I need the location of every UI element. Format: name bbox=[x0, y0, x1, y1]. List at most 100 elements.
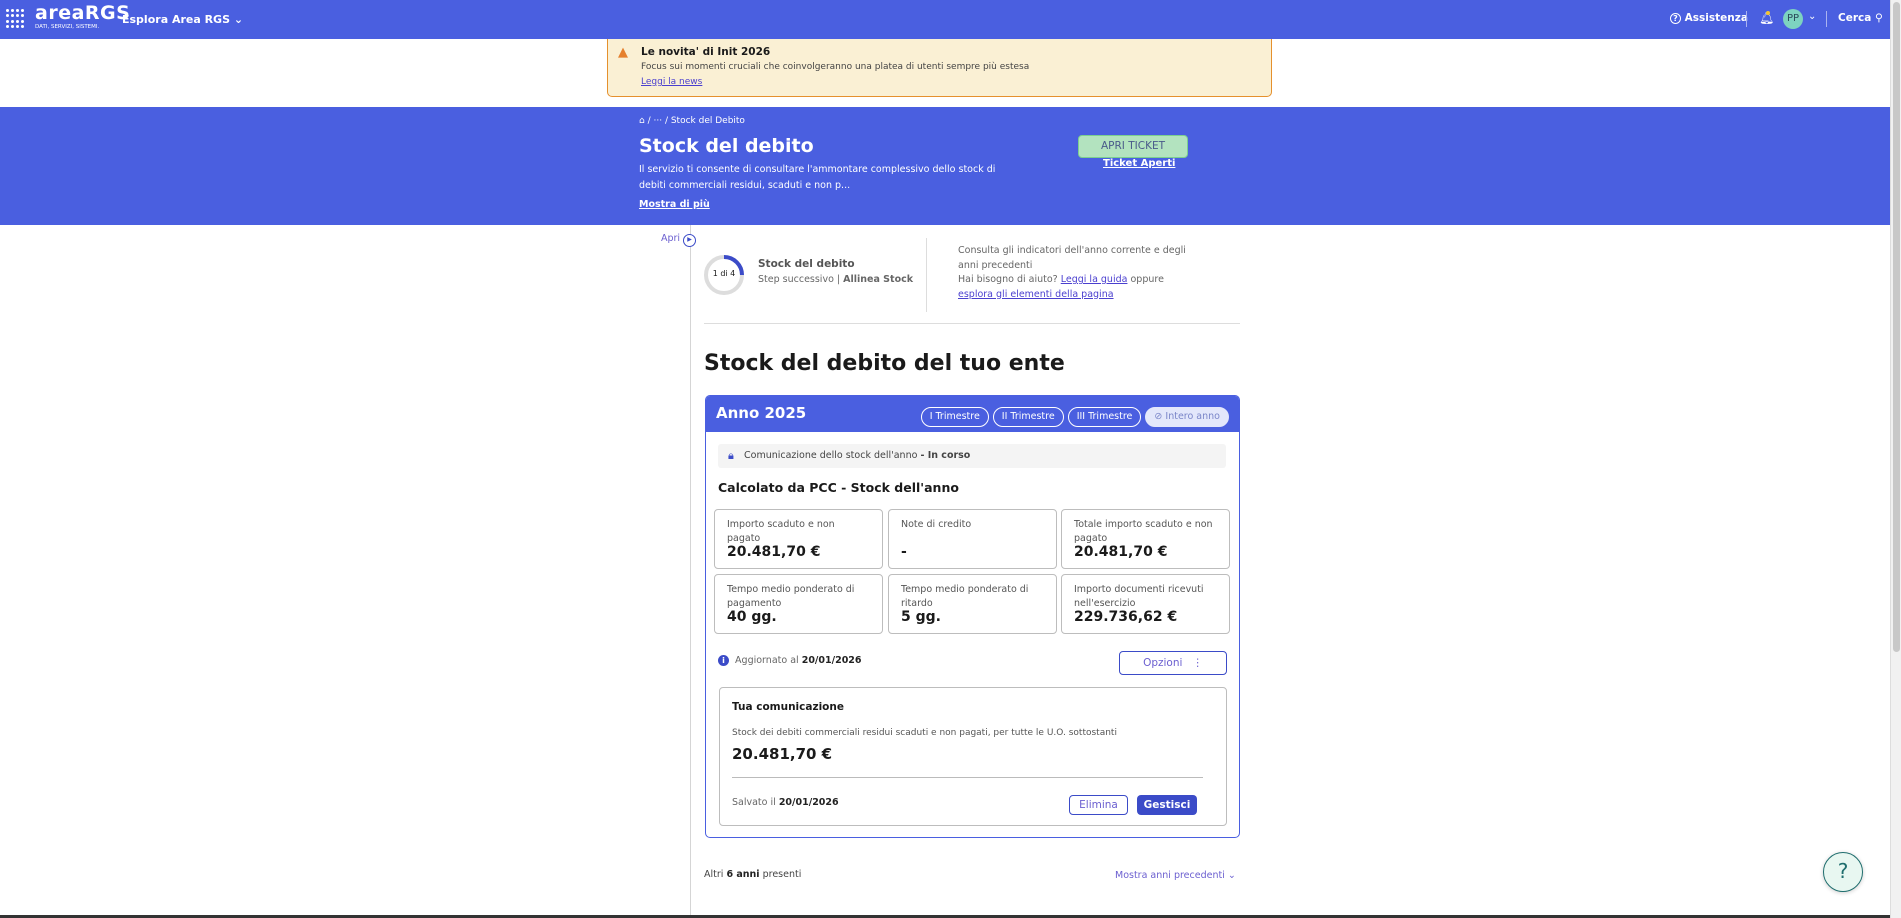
open-sidebar-button[interactable]: Apri ▶ bbox=[661, 233, 697, 247]
banner-text: Focus sui momenti cruciali che coinvolge… bbox=[641, 62, 1030, 72]
metric-tile: Note di credito - bbox=[888, 509, 1057, 569]
next-step: Step successivo | Allinea Stock bbox=[758, 274, 913, 285]
home-icon[interactable]: ⌂ bbox=[639, 116, 645, 126]
divider bbox=[732, 777, 1203, 778]
year-title: Anno 2025 bbox=[716, 404, 807, 422]
assistance-link[interactable]: ? Assistenza bbox=[1670, 12, 1748, 24]
communication-description: Stock dei debiti commerciali residui sca… bbox=[732, 728, 1117, 738]
sidebar-divider bbox=[690, 225, 691, 915]
page-hero: ⌂ / ··· / Stock del Debito Stock del deb… bbox=[0, 107, 1890, 225]
options-button[interactable]: Opzioni ⋮ bbox=[1119, 651, 1227, 675]
logo-tagline: DATI, SERVIZI, SISTEMI. bbox=[35, 24, 100, 30]
step-progress-label: 1 di 4 bbox=[712, 269, 736, 278]
chevron-down-icon[interactable]: ⌄ bbox=[1808, 11, 1817, 22]
metric-label: Importo scaduto e non pagato bbox=[727, 519, 835, 544]
search-button[interactable]: Cerca ⚲ bbox=[1838, 12, 1883, 24]
year-card: Anno 2025 I Trimestre II Trimestre III Tri… bbox=[705, 395, 1240, 838]
saved-label: Salvato il bbox=[732, 797, 776, 808]
tab-q1[interactable]: I Trimestre bbox=[920, 407, 989, 427]
metric-tile: Tempo medio ponderato di pagamento 40 gg. bbox=[714, 574, 883, 634]
help-text-block: Consulta gli indicatori dell'anno corren… bbox=[958, 244, 1188, 302]
manage-button[interactable]: Gestisci bbox=[1137, 795, 1197, 815]
status-text: Comunicazione dello stock dell'anno bbox=[744, 450, 918, 461]
page-description: Il servizio ti consente di consultare l'… bbox=[639, 164, 996, 191]
explore-elements-link[interactable]: esplora gli elementi della pagina bbox=[958, 288, 1114, 300]
calculated-title: Calcolato da PCC - Stock dell'anno bbox=[718, 480, 959, 495]
metric-label: Note di credito bbox=[901, 519, 972, 530]
metric-value: 229.736,62 € bbox=[1074, 609, 1178, 625]
explore-label: Esplora Area RGS bbox=[122, 13, 231, 26]
communication-box: Tua comunicazione Stock dei debiti comme… bbox=[719, 687, 1227, 826]
tab-q2[interactable]: II Trimestre bbox=[992, 407, 1064, 427]
chevron-down-icon: ⌄ bbox=[1227, 870, 1236, 881]
show-more-link[interactable]: Mostra di più bbox=[639, 199, 710, 210]
help-fab-button[interactable]: ? bbox=[1823, 852, 1863, 892]
delete-button[interactable]: Elimina bbox=[1069, 795, 1128, 815]
divider bbox=[704, 323, 1240, 324]
open-ticket-button[interactable]: APRI TICKET bbox=[1078, 135, 1188, 158]
read-news-link[interactable]: Leggi la news bbox=[641, 77, 703, 87]
metric-tile: Importo scaduto e non pagato 20.481,70 € bbox=[714, 509, 883, 569]
metric-label: Importo documenti ricevuti nell'esercizi… bbox=[1074, 584, 1204, 609]
options-label: Opzioni bbox=[1143, 657, 1183, 669]
year-card-header: Anno 2025 I Trimestre II Trimestre III Tri… bbox=[706, 396, 1239, 432]
divider bbox=[1746, 11, 1747, 27]
open-tickets-link[interactable]: Ticket Aperti bbox=[1103, 158, 1176, 169]
help-question: Hai bisogno di aiuto? bbox=[958, 274, 1058, 285]
breadcrumb-ellipsis[interactable]: ··· bbox=[653, 116, 663, 126]
divider bbox=[1826, 11, 1827, 27]
help-text: Consulta gli indicatori dell'anno corren… bbox=[958, 245, 1186, 271]
tab-q3[interactable]: III Trimestre bbox=[1067, 407, 1142, 427]
avatar[interactable]: PP bbox=[1783, 9, 1803, 29]
top-navigation-bar: areaRGS DATI, SERVIZI, SISTEMI. Esplora … bbox=[0, 0, 1890, 39]
info-icon: i bbox=[718, 655, 729, 666]
breadcrumb-current: Stock del Debito bbox=[670, 116, 745, 126]
show-previous-years-button[interactable]: Mostra anni precedenti ⌄ bbox=[1115, 870, 1236, 881]
tab-full-year[interactable]: ⊘ Intero anno bbox=[1145, 407, 1229, 427]
period-tabs: I Trimestre II Trimestre III Trimestre ⊘ In… bbox=[917, 404, 1229, 427]
metric-value: 20.481,70 € bbox=[727, 544, 821, 560]
search-label: Cerca bbox=[1838, 12, 1872, 24]
more-vertical-icon: ⋮ bbox=[1192, 657, 1203, 669]
tab-full-year-label: Intero anno bbox=[1165, 411, 1220, 422]
scrollbar-thumb[interactable] bbox=[1893, 2, 1900, 652]
explore-menu[interactable]: Esplora Area RGS ⌄ bbox=[122, 13, 243, 26]
others-suffix: presenti bbox=[762, 869, 802, 880]
status-bar: 🔒︎ Comunicazione dello stock dell'anno -… bbox=[718, 444, 1226, 468]
metric-tile: Totale importo scaduto e non pagato 20.48… bbox=[1061, 509, 1230, 569]
metric-value: 40 gg. bbox=[727, 609, 777, 625]
assistance-label: Assistenza bbox=[1684, 12, 1748, 24]
next-step-value: Allinea Stock bbox=[843, 274, 914, 285]
question-icon: ? bbox=[1837, 859, 1849, 883]
or-text: oppure bbox=[1130, 274, 1164, 285]
metric-value: 5 gg. bbox=[901, 609, 941, 625]
metric-label: Totale importo scaduto e non pagato bbox=[1074, 519, 1213, 544]
bottom-edge bbox=[0, 915, 1890, 918]
others-prefix: Altri bbox=[704, 869, 724, 880]
show-previous-label: Mostra anni precedenti bbox=[1115, 870, 1225, 881]
divider bbox=[926, 238, 927, 312]
chevron-down-icon: ⌄ bbox=[233, 13, 244, 26]
metric-value: - bbox=[901, 544, 907, 560]
scrollbar[interactable] bbox=[1890, 0, 1901, 918]
bell-icon[interactable]: 🔔︎ bbox=[1759, 11, 1775, 25]
page-title: Stock del debito bbox=[639, 135, 814, 157]
updated-date: 20/01/2026 bbox=[801, 655, 862, 666]
updated-label: Aggiornato al bbox=[735, 655, 799, 666]
lock-icon: 🔒︎ bbox=[728, 449, 734, 462]
section-title: Stock del debito del tuo ente bbox=[704, 351, 1065, 376]
open-label: Apri bbox=[661, 233, 681, 244]
metric-value: 20.481,70 € bbox=[1074, 544, 1168, 560]
guide-link[interactable]: Leggi la guida bbox=[1060, 274, 1128, 285]
news-banner: ▲ Le novita' di Init 2026 Focus sui mome… bbox=[607, 39, 1272, 97]
saved-info: Salvato il 20/01/2026 bbox=[732, 797, 839, 808]
play-circle-icon: ▶ bbox=[683, 234, 697, 247]
metric-tile: Importo documenti ricevuti nell'esercizi… bbox=[1061, 574, 1230, 634]
updated-info: i Aggiornato al 20/01/2026 bbox=[718, 655, 862, 666]
metric-tile: Tempo medio ponderato di ritardo 5 gg. bbox=[888, 574, 1057, 634]
cancel-circle-icon: ⊘ bbox=[1154, 411, 1163, 422]
search-icon: ⚲ bbox=[1874, 12, 1883, 24]
logo[interactable]: areaRGS DATI, SERVIZI, SISTEMI. bbox=[35, 3, 130, 31]
logo-icon bbox=[6, 9, 26, 29]
others-count: 6 anni bbox=[726, 869, 760, 880]
